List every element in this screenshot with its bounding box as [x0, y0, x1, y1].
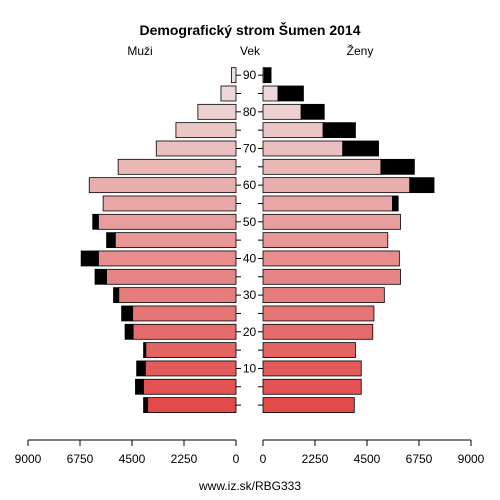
male-excess-bar-35-39	[94, 268, 107, 285]
axes-layer: 10 20 30 40 50 60 70 80 90 9000 6750 4500 2250 0 0 2250…	[15, 68, 485, 466]
male-x-tick-label-2250: 2250	[171, 452, 198, 466]
female-x-tick-label-6750: 6750	[406, 452, 433, 466]
female-excess-bar-55-59	[392, 195, 399, 212]
age-tick-label-20: 20	[243, 325, 257, 339]
male-bar-5-9	[143, 378, 237, 395]
male-excess-bar-10-14	[136, 360, 146, 377]
age-tick-label-50: 50	[243, 215, 257, 229]
female-excess-bar-90+	[263, 67, 272, 84]
male-excess-bar-0-4	[143, 397, 149, 414]
chart-title: Demografický strom Šumen 2014	[140, 21, 361, 38]
female-excess-bar-60-64	[409, 177, 435, 194]
male-excess-bar-30-34	[113, 287, 120, 304]
male-label: Muži	[127, 44, 152, 58]
female-bar-5-9	[262, 378, 362, 395]
age-axis-label: Vek	[240, 44, 261, 58]
age-tick-label-40: 40	[243, 251, 257, 265]
female-bar-80-84	[262, 103, 302, 120]
female-x-tick-label-0: 0	[260, 452, 267, 466]
female-x-tick-label-9000: 9000	[458, 452, 485, 466]
male-bar-65-69	[117, 158, 237, 175]
female-excess-bar-65-69	[380, 158, 415, 175]
male-x-tick-label-6750: 6750	[67, 452, 94, 466]
age-tick-label-60: 60	[243, 178, 257, 192]
female-bar-65-69	[262, 158, 382, 175]
female-bar-35-39	[262, 268, 401, 285]
female-bar-40-44	[262, 250, 400, 267]
male-bar-75-79	[175, 122, 237, 139]
male-excess-bar-20-24	[124, 323, 134, 340]
male-x-tick-label-0: 0	[233, 452, 240, 466]
female-bar-50-54	[262, 213, 401, 230]
female-bar-30-34	[262, 287, 385, 304]
age-tick-label-80: 80	[243, 105, 257, 119]
age-tick-label-10: 10	[243, 361, 257, 375]
male-excess-bar-45-49	[106, 232, 116, 249]
bars-layer	[80, 67, 435, 414]
female-bar-10-14	[262, 360, 362, 377]
female-excess-bar-80-84	[300, 103, 325, 120]
female-x-tick-label-2250: 2250	[302, 452, 329, 466]
male-excess-bar-25-29	[121, 305, 134, 322]
male-excess-bar-50-54	[92, 213, 99, 230]
female-excess-bar-85-89	[277, 85, 304, 102]
source-footer: www.iz.sk/RBG333	[198, 479, 301, 493]
male-x-tick-label-4500: 4500	[119, 452, 146, 466]
age-tick-label-30: 30	[243, 288, 257, 302]
male-bar-10-14	[145, 360, 237, 377]
male-bar-35-39	[106, 268, 237, 285]
male-bar-80-84	[197, 103, 237, 120]
male-bar-30-34	[118, 287, 237, 304]
female-excess-bar-75-79	[322, 122, 356, 139]
age-tick-label-70: 70	[243, 141, 257, 155]
male-bar-55-59	[102, 195, 237, 212]
female-label: Ženy	[347, 43, 374, 58]
male-bar-85-89	[220, 85, 237, 102]
male-bar-90+	[230, 67, 237, 84]
male-bar-45-49	[114, 232, 237, 249]
female-bar-75-79	[262, 122, 324, 139]
age-tick-label-90: 90	[243, 68, 257, 82]
male-excess-bar-40-44	[80, 250, 99, 267]
female-bar-45-49	[262, 232, 389, 249]
female-bar-20-24	[262, 323, 374, 340]
female-bar-25-29	[262, 305, 375, 322]
female-bar-85-89	[262, 85, 279, 102]
male-bar-60-64	[88, 177, 237, 194]
female-bar-15-19	[262, 342, 356, 359]
male-bar-25-29	[132, 305, 237, 322]
male-bar-20-24	[132, 323, 237, 340]
male-bar-70-74	[155, 140, 237, 157]
male-excess-bar-5-9	[135, 378, 144, 395]
male-bar-50-54	[98, 213, 237, 230]
female-bar-70-74	[262, 140, 344, 157]
female-bar-55-59	[262, 195, 393, 212]
female-bar-60-64	[262, 177, 411, 194]
female-excess-bar-70-74	[342, 140, 379, 157]
female-x-tick-label-4500: 4500	[354, 452, 381, 466]
male-bar-0-4	[147, 397, 237, 414]
male-bar-40-44	[98, 250, 237, 267]
female-bar-0-4	[262, 397, 355, 414]
male-x-tick-label-9000: 9000	[15, 452, 42, 466]
male-bar-15-19	[145, 342, 237, 359]
